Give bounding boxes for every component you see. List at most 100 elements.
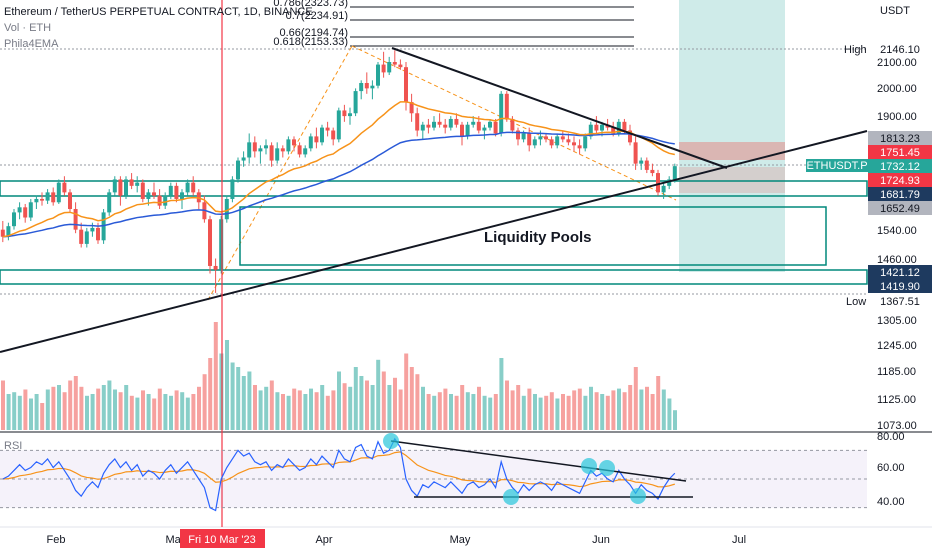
- candle-body: [28, 202, 33, 218]
- risk-zone: [679, 167, 785, 193]
- candle-body: [230, 179, 235, 199]
- rsi-tick-label: 80.00: [877, 431, 905, 443]
- volume-bar: [320, 385, 325, 430]
- volume-bar: [23, 389, 28, 430]
- price-tag-1421: 1421.12: [880, 267, 920, 279]
- volume-bar: [135, 397, 140, 430]
- candle-body: [286, 139, 291, 152]
- volume-bar: [465, 392, 470, 430]
- candle-body: [73, 209, 78, 230]
- rsi-marker: [503, 489, 519, 505]
- candle-body: [331, 130, 336, 140]
- ema-fast-line: [2, 101, 675, 238]
- candle-body: [409, 102, 414, 114]
- candle-body: [264, 145, 268, 149]
- candle-body: [398, 64, 403, 68]
- volume-bar: [605, 395, 610, 430]
- volume-bar: [353, 367, 358, 430]
- volume-bar: [622, 392, 627, 430]
- candle-body: [23, 207, 28, 218]
- ticker-tag: ETHUSDT.P: [806, 160, 867, 172]
- volume-bar: [163, 394, 168, 430]
- candle-body: [0, 229, 5, 237]
- candle-body: [510, 118, 515, 131]
- candle-body: [336, 110, 341, 140]
- volume-bar: [449, 394, 453, 430]
- candle-body: [124, 179, 128, 196]
- candle-body: [135, 182, 140, 186]
- candle-body: [527, 133, 532, 146]
- volume-bar: [370, 385, 375, 430]
- volume-bar: [286, 395, 291, 430]
- high-value-bg: [868, 42, 932, 56]
- candle-body: [432, 121, 436, 128]
- candle-body: [532, 139, 537, 146]
- candle-body: [269, 145, 274, 161]
- candle-body: [622, 121, 627, 131]
- candle-body: [499, 93, 504, 134]
- fib-label: 0.786(2323.73): [273, 0, 348, 9]
- volume-bar: [202, 374, 207, 430]
- volume-bar: [409, 367, 414, 430]
- candle-body: [107, 192, 112, 213]
- volume-bar: [129, 395, 134, 430]
- volume-bar: [292, 388, 297, 430]
- candle-body: [465, 124, 470, 137]
- volume-bar: [325, 395, 330, 430]
- candle-body: [208, 219, 212, 266]
- candle-body: [454, 118, 459, 125]
- ticker-tag-bg: [806, 159, 868, 172]
- volume-bar: [213, 322, 218, 430]
- candle-body: [241, 157, 246, 161]
- volume-bar: [505, 380, 509, 430]
- candle-body: [628, 130, 632, 143]
- time-label: Jun: [592, 534, 610, 546]
- volume-bar: [57, 385, 61, 430]
- volume-bar: [281, 394, 285, 430]
- volume-bar: [180, 392, 185, 430]
- volume-bar: [398, 389, 403, 430]
- volume-bar: [51, 386, 56, 430]
- candle-body: [219, 219, 224, 270]
- volume-bar: [225, 340, 229, 430]
- price-tag-1419: 1419.90: [880, 281, 920, 293]
- ema-slow-line: [2, 131, 675, 238]
- volume-bar: [533, 394, 537, 430]
- candle-body: [325, 127, 330, 131]
- volume-bar: [45, 389, 50, 430]
- volume-bar: [152, 398, 157, 430]
- candle-body: [174, 185, 179, 199]
- candle-body: [152, 192, 156, 196]
- candle-body: [656, 173, 660, 193]
- range-box-bottom: [0, 269, 868, 285]
- volume-bar: [68, 380, 73, 430]
- candle-body: [348, 113, 352, 117]
- candle-body: [476, 121, 481, 131]
- rsi-tick-label: 40.00: [877, 496, 905, 508]
- volume-bar: [454, 395, 459, 430]
- price-tag-1419-bg: [868, 279, 932, 293]
- volume-bar: [241, 376, 246, 430]
- candle-body: [12, 212, 16, 227]
- volume-bar: [12, 392, 17, 430]
- volume-bar: [141, 390, 145, 430]
- candle-body: [667, 179, 672, 186]
- candle-body: [560, 136, 565, 140]
- candle-body: [314, 136, 319, 143]
- candle-body: [364, 82, 369, 89]
- candle-body: [62, 182, 67, 193]
- candle-body: [56, 182, 61, 203]
- candle-body: [616, 121, 621, 134]
- price-tick-label: 1900.00: [877, 111, 917, 123]
- volume-bar: [477, 386, 481, 430]
- volume-bar: [611, 390, 616, 430]
- price-tag-1751-bg: [868, 145, 932, 159]
- volume-bar: [174, 390, 179, 430]
- volume-bar: [577, 388, 582, 430]
- price-tick-label: 1540.00: [877, 225, 917, 237]
- candle-body: [594, 124, 599, 131]
- rsi-tick-label: 60.00: [877, 462, 905, 474]
- volume-bar: [113, 389, 117, 430]
